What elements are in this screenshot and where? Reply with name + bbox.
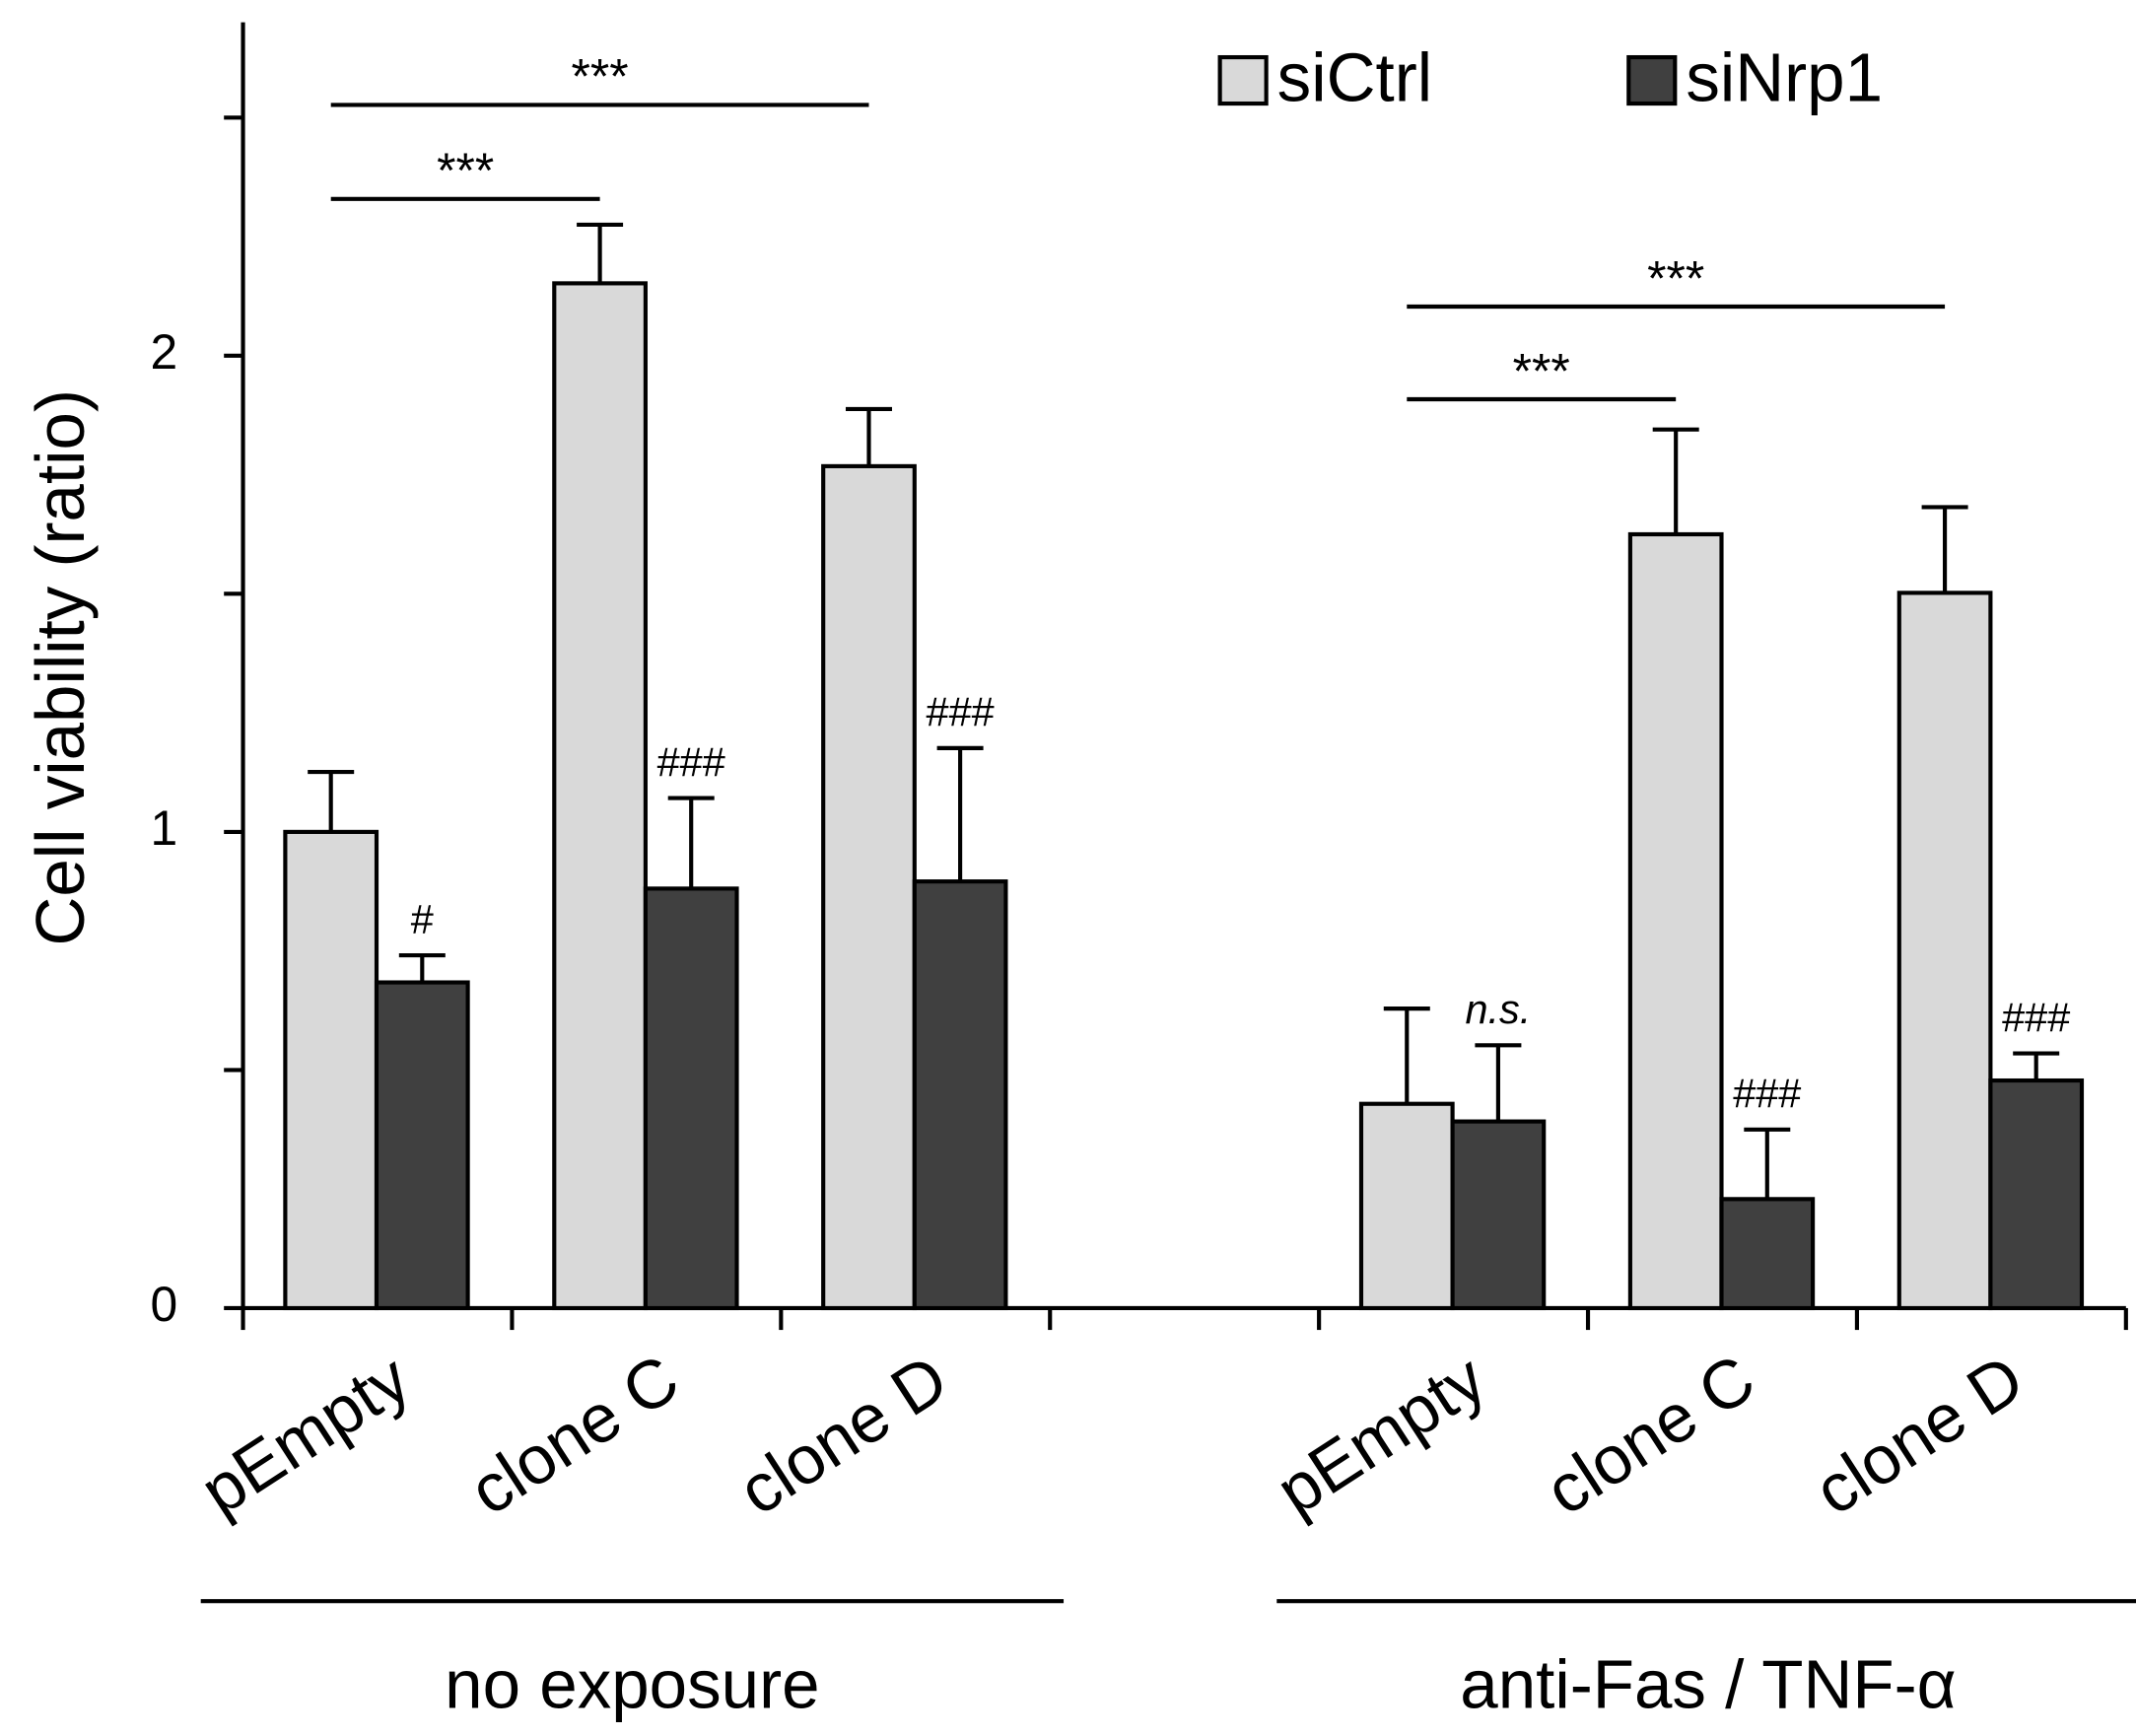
x-tick-label: clone D — [725, 1340, 961, 1530]
x-tick-label: pEmpty — [187, 1339, 423, 1529]
group-label: anti-Fas / TNF-α — [1460, 1645, 1956, 1722]
bar — [1719, 1197, 1816, 1311]
y-tick-label: 1 — [151, 800, 178, 856]
significance-marker: ### — [657, 738, 725, 785]
significance-label: *** — [1513, 343, 1570, 398]
group-label: no exposure — [445, 1645, 819, 1722]
significance-marker: ### — [2002, 994, 2070, 1040]
legend-label: siCtrl — [1277, 39, 1432, 116]
x-tick-label: clone C — [456, 1340, 692, 1530]
significance-label: *** — [1647, 250, 1704, 306]
bar — [1988, 1077, 2085, 1311]
bar — [912, 879, 1008, 1311]
bar — [283, 829, 379, 1311]
bar — [374, 980, 470, 1311]
bar — [643, 886, 739, 1311]
bar — [1896, 590, 1993, 1311]
y-tick-label: 2 — [151, 324, 178, 380]
significance-marker: ### — [1733, 1071, 1801, 1117]
significance-label: *** — [572, 49, 629, 104]
bar — [1358, 1101, 1455, 1311]
legend-swatch — [1217, 54, 1269, 106]
significance-marker: n.s. — [1465, 986, 1531, 1032]
y-axis-label: Cell viability (ratio) — [22, 389, 99, 946]
significance-marker: # — [411, 896, 434, 942]
bar — [821, 463, 917, 1311]
bar — [1627, 531, 1724, 1311]
bar — [552, 281, 648, 1311]
y-tick-label: 0 — [151, 1277, 178, 1332]
x-tick-label: clone D — [1801, 1340, 2036, 1530]
x-tick-label: clone C — [1532, 1340, 1767, 1530]
legend-swatch — [1626, 54, 1678, 106]
legend-label: siNrp1 — [1686, 39, 1883, 116]
x-tick-label: pEmpty — [1263, 1339, 1498, 1529]
significance-marker: ### — [927, 689, 995, 735]
bar — [1450, 1119, 1547, 1311]
significance-label: *** — [437, 143, 494, 198]
